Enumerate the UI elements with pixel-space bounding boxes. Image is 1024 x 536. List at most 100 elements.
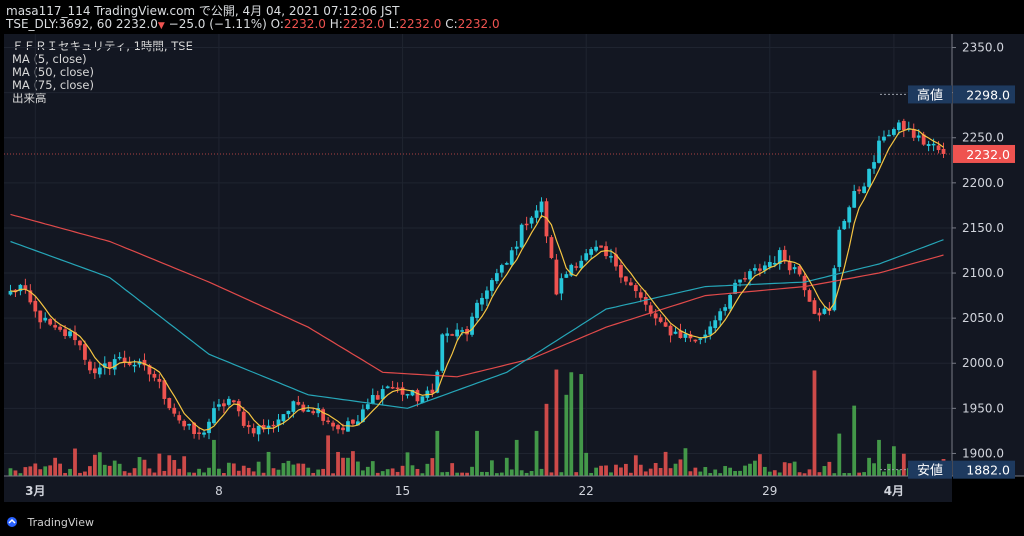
candle-body	[524, 223, 529, 226]
candle-body	[822, 308, 827, 314]
volume-bar	[872, 463, 876, 476]
candle-body	[38, 310, 43, 323]
last-price-tag-value: 2232.0	[966, 147, 1010, 162]
volume-bar	[207, 467, 211, 476]
volume-bar	[604, 465, 608, 476]
candle-body	[564, 274, 569, 278]
candle-body	[867, 168, 871, 187]
volume-bar	[385, 469, 390, 476]
candle-body	[658, 317, 663, 322]
volume-bar	[311, 472, 316, 476]
candle-body	[311, 411, 316, 414]
volume-bar	[544, 403, 549, 476]
candle-body	[619, 264, 623, 278]
volume-bar	[92, 454, 97, 476]
candle-body	[390, 387, 395, 389]
y-tick-label: 2200.0	[962, 176, 1004, 190]
volume-bar	[440, 472, 445, 476]
ma50-line	[10, 239, 944, 409]
tradingview-brand[interactable]: TradingView	[6, 514, 94, 529]
last-price-tag-value-bg	[953, 144, 1015, 163]
volume-bar	[490, 460, 494, 476]
volume-bar	[842, 472, 847, 476]
volume-bar	[167, 455, 172, 476]
candle-body	[33, 300, 38, 312]
volume-bar	[356, 461, 360, 476]
volume-bar	[792, 461, 797, 476]
candle-body	[122, 357, 127, 363]
candle-body	[921, 134, 926, 145]
candle-body	[455, 329, 460, 337]
volume-bar	[688, 471, 693, 476]
volume-bar	[807, 469, 812, 476]
volume-bar	[430, 458, 435, 476]
candle-body	[117, 356, 122, 359]
volume-bar	[817, 472, 822, 476]
legend-ma50[interactable]: MA (50, close)	[12, 65, 94, 79]
volume-bar	[594, 467, 598, 476]
candle-body	[549, 237, 554, 258]
candle-body	[743, 278, 747, 280]
volume-bar	[152, 472, 157, 476]
high-label-text: 高値	[917, 87, 943, 103]
candle-body	[767, 262, 772, 267]
ohlc-line: TSE_DLY:3692, 60 2232.0▼ −25.0 (−1.11%) …	[6, 17, 500, 31]
volume-bar	[271, 468, 276, 476]
candle-body	[633, 285, 638, 292]
candle-body	[246, 425, 251, 428]
candle-body	[499, 265, 504, 273]
candle-body	[609, 256, 613, 258]
volume-bar	[797, 472, 802, 476]
candle-body	[882, 136, 886, 141]
candle-body	[405, 394, 410, 396]
volume-bar	[53, 457, 58, 476]
candle-body	[638, 292, 643, 298]
candle-body	[519, 224, 524, 248]
volume-bar	[236, 470, 241, 476]
candle-body	[187, 424, 192, 426]
volume-bar	[231, 463, 236, 476]
candle-body	[614, 254, 618, 267]
price-axis	[952, 34, 1024, 476]
volume-bar	[867, 457, 871, 476]
candle-body	[207, 421, 211, 434]
candle-body	[514, 246, 519, 249]
volume-bar	[226, 462, 231, 476]
y-tick-label: 2050.0	[962, 311, 1004, 325]
volume-bar	[192, 472, 196, 476]
volume-bar	[787, 463, 792, 476]
volume-bar	[217, 468, 221, 476]
publish-line: masa117_114 TradingView.com で公開, 4月 04, …	[6, 4, 400, 18]
x-tick-label: 22	[579, 484, 594, 498]
volume-bar	[777, 472, 782, 476]
candle-body	[812, 300, 817, 314]
candle-body	[554, 259, 559, 295]
volume-bar	[375, 472, 380, 476]
legend-title[interactable]: ＦＦＲＩセキュリティ, 1時間, TSE	[12, 39, 193, 53]
candle-body	[316, 408, 321, 414]
volume-bar	[738, 470, 742, 476]
candle-body	[648, 305, 653, 314]
candle-body	[217, 404, 221, 407]
legend-ma75[interactable]: MA (75, close)	[12, 78, 94, 92]
time-axis	[4, 476, 952, 502]
volume-bar	[122, 471, 127, 476]
volume-bar	[748, 463, 752, 476]
volume-bar	[529, 471, 534, 476]
volume-bar	[524, 472, 529, 476]
candle-body	[569, 264, 574, 276]
candle-body	[53, 325, 58, 328]
volume-bar	[425, 463, 430, 476]
legend-ma5[interactable]: MA (5, close)	[12, 52, 87, 66]
volume-bar	[212, 439, 216, 476]
candle-body	[584, 253, 589, 261]
legend-volume[interactable]: 出来高	[12, 91, 47, 105]
volume-bar	[182, 456, 187, 476]
volume-bar	[638, 464, 643, 476]
candle-body	[698, 338, 703, 340]
volume-bar	[137, 457, 142, 476]
volume-bar	[857, 472, 862, 476]
volume-bar	[326, 435, 330, 476]
